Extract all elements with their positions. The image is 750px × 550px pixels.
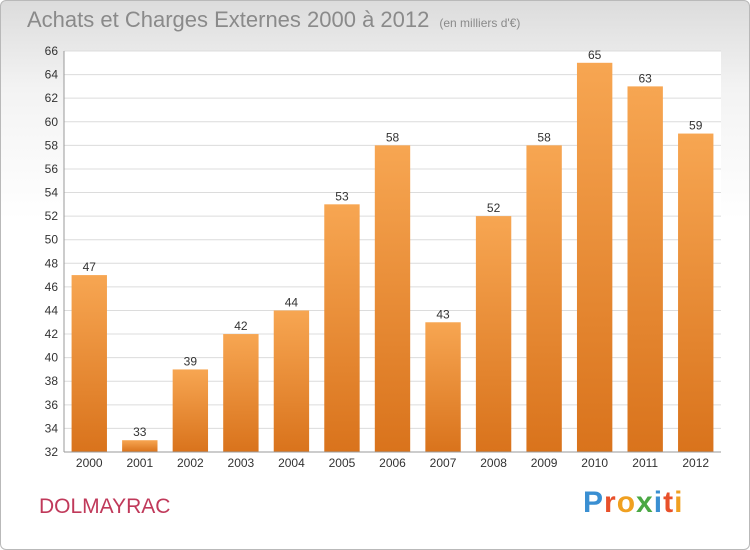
- bars: [71, 62, 714, 452]
- bar-2007: [425, 322, 461, 452]
- logo-letter: r: [604, 486, 617, 519]
- chart-title-block: Achats et Charges Externes 2000 à 2012 (e…: [27, 7, 520, 33]
- x-tick-label: 2004: [278, 456, 305, 470]
- y-tick-label: 46: [45, 280, 59, 294]
- data-label: 39: [184, 354, 198, 368]
- logo-letter: i: [674, 486, 684, 519]
- x-tick-label: 2000: [76, 456, 103, 470]
- y-tick-label: 60: [45, 115, 59, 129]
- y-tick-label: 54: [45, 186, 59, 200]
- x-tick-label: 2006: [379, 456, 406, 470]
- y-tick-label: 40: [45, 351, 59, 365]
- x-tick-label: 2008: [480, 456, 507, 470]
- proxiti-logo: Proxiti: [583, 486, 683, 520]
- data-label: 58: [537, 130, 551, 144]
- y-tick-label: 50: [45, 233, 59, 247]
- data-label: 53: [335, 189, 349, 203]
- bar-2009: [526, 145, 562, 452]
- bar-2002: [172, 369, 209, 452]
- bar-2012: [678, 133, 714, 452]
- y-tick-label: 58: [45, 138, 59, 152]
- y-tick-label: 32: [45, 445, 59, 459]
- bar-2011: [627, 86, 663, 452]
- bar-2004: [273, 310, 310, 452]
- chart-unit: (en milliers d'€): [439, 16, 521, 30]
- bar-2005: [324, 204, 360, 452]
- x-tick-label: 2012: [682, 456, 709, 470]
- x-tick-label: 2011: [632, 456, 658, 470]
- chart-title: Achats et Charges Externes 2000 à 2012: [27, 7, 430, 32]
- town-name: DOLMAYRAC: [39, 495, 171, 518]
- y-tick-label: 38: [45, 374, 59, 388]
- bar-2000: [71, 275, 107, 452]
- bar-2003: [223, 334, 259, 452]
- bar-2001: [122, 440, 158, 452]
- data-label: 65: [588, 48, 602, 62]
- data-label: 63: [639, 71, 653, 85]
- x-tick-label: 2002: [177, 456, 204, 470]
- x-tick-label: 2001: [126, 456, 153, 470]
- y-tick-label: 52: [45, 209, 59, 223]
- logo-letter: x: [636, 486, 654, 519]
- x-tick-label: 2009: [531, 456, 558, 470]
- y-tick-label: 56: [45, 162, 59, 176]
- x-tick-label: 2005: [329, 456, 356, 470]
- x-tick-label: 2010: [581, 456, 608, 470]
- y-tick-label: 42: [45, 327, 59, 341]
- data-label: 33: [133, 425, 147, 439]
- data-labels: 47 33 39 42 44 53 58 43 52 58 65 63 59: [83, 48, 703, 439]
- axes: 32 34 36 38 40 42 44 46 48 50 52 54 56 58 60 62 64 66 2000…: [45, 44, 721, 470]
- y-tick-label: 34: [45, 421, 59, 435]
- data-label: 52: [487, 201, 501, 215]
- data-label: 44: [285, 295, 299, 309]
- data-label: 59: [689, 119, 703, 133]
- logo-letter: o: [616, 486, 637, 519]
- data-label: 42: [234, 319, 248, 333]
- y-tick-label: 48: [45, 256, 59, 270]
- data-label: 47: [83, 260, 97, 274]
- y-tick-label: 66: [45, 44, 59, 58]
- bar-2010: [576, 62, 613, 452]
- bar-2008: [475, 216, 512, 452]
- data-label: 58: [386, 130, 400, 144]
- data-label: 43: [436, 307, 450, 321]
- logo-letter: t: [663, 486, 675, 519]
- bar-2006: [374, 145, 411, 452]
- y-tick-label: 36: [45, 398, 59, 412]
- y-tick-label: 64: [45, 68, 59, 82]
- y-tick-label: 44: [45, 303, 59, 317]
- y-tick-label: 62: [45, 91, 59, 105]
- logo-letter: P: [583, 486, 605, 519]
- x-tick-label: 2007: [430, 456, 457, 470]
- logo-letter: i: [653, 486, 664, 519]
- x-tick-label: 2003: [228, 456, 255, 470]
